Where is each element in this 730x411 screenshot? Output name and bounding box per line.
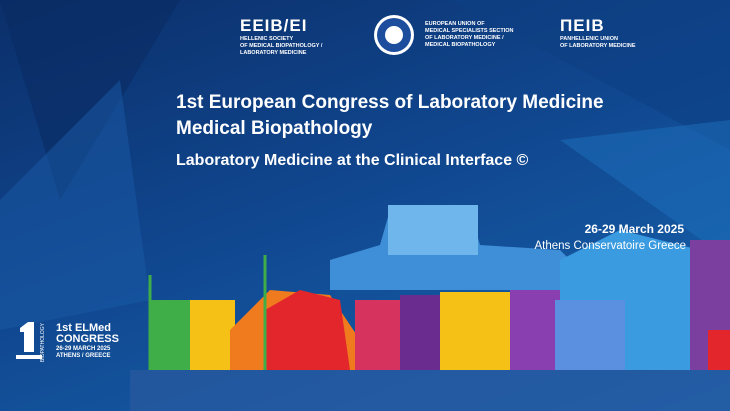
building-red-left: [265, 290, 350, 370]
bg-polygon: [0, 80, 150, 330]
event-date: 26-29 March 2025: [584, 222, 684, 236]
logo-text: LABORATORY MEDICINE: [240, 50, 307, 56]
logo-name: ΕΕΙΒ/ΕΙ: [240, 16, 308, 35]
badge-line: CONGRESS: [56, 333, 119, 345]
logo-text: OF LABORATORY MEDICINE: [560, 43, 636, 49]
uems-seal-icon: [374, 15, 414, 55]
logo-name: ΠΕΙΒ: [560, 16, 605, 35]
building-lightblue: [555, 300, 625, 370]
logo-uems[interactable]: EUROPEAN UNION OF MEDICAL SPECIALISTS SE…: [373, 14, 514, 61]
logo-eeib[interactable]: ΕΕΙΒ/ΕΙ HELLENIC SOCIETY OF MEDICAL BIOP…: [240, 16, 322, 57]
badge-vertical-text: BIOPATHOLOGY: [40, 323, 46, 362]
building-yellow: [190, 300, 235, 370]
building-yellow-mid: [440, 292, 515, 370]
logo-text: MEDICAL SPECIALISTS SECTION: [425, 28, 514, 34]
building-red: [708, 330, 730, 370]
badge-line: ATHENS / GREECE: [56, 353, 111, 359]
logo-peib[interactable]: ΠΕΙΒ PANHELLENIC UNION OF LABORATORY MED…: [560, 16, 636, 50]
logo-text: OF LABORATORY MEDICINE /: [425, 35, 504, 41]
page-title: 1st European Congress of Laboratory Medi…: [176, 90, 604, 142]
badge-line: 1st ELMed: [56, 322, 112, 334]
title-line: 1st European Congress of Laboratory Medi…: [176, 92, 604, 113]
subtitle: Laboratory Medicine at the Clinical Inte…: [176, 152, 529, 169]
water-reflection: [130, 370, 730, 411]
parthenon: [388, 205, 478, 255]
badge-line: 26-29 MARCH 2025: [56, 346, 111, 352]
logo-text: OF MEDICAL BIOPATHOLOGY /: [240, 43, 323, 49]
column-one-icon: [16, 322, 42, 359]
arch-pink: [355, 300, 405, 370]
bg-polygon: [450, 0, 730, 150]
title-line: Medical Biopathology: [176, 118, 373, 139]
logo-text: EUROPEAN UNION OF: [425, 21, 485, 27]
event-venue: Athens Conservatoire Greece: [534, 240, 687, 252]
logo-text: PANHELLENIC UNION: [560, 36, 618, 42]
bg-polygon: [0, 0, 180, 200]
congress-badge: BIOPATHOLOGY 1st ELMed CONGRESS 26-29 MA…: [16, 322, 119, 367]
bg-polygon: [560, 120, 730, 260]
logo-text: HELLENIC SOCIETY: [240, 36, 294, 42]
building-violet: [510, 290, 560, 370]
logo-text: MEDICAL BIOPATHOLOGY: [425, 42, 496, 48]
building-green: [150, 300, 190, 370]
